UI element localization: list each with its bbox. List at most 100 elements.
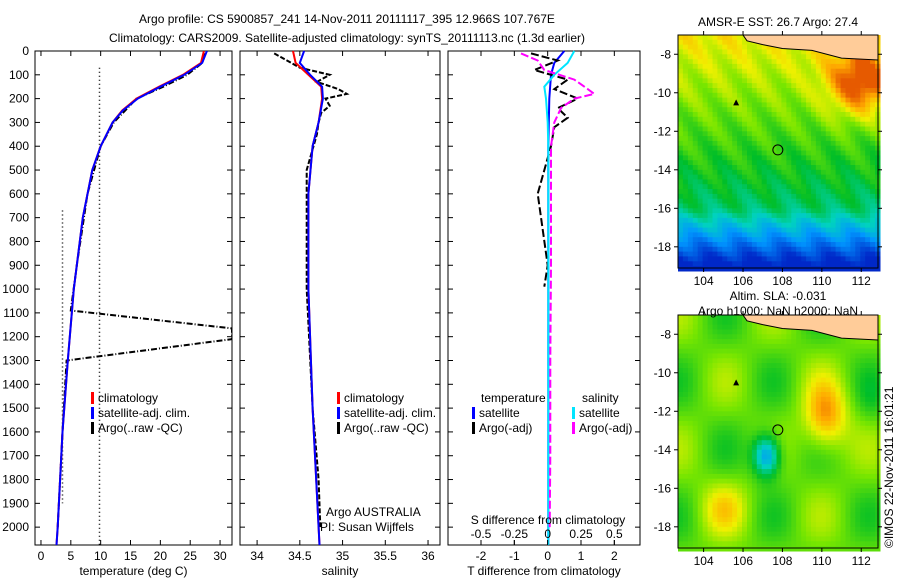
map-cell: [806, 131, 812, 137]
map-cell: [815, 440, 822, 446]
map-cell: [825, 107, 832, 113]
map-cell: [806, 184, 812, 190]
map-cell: [811, 217, 817, 224]
map-cell: [761, 193, 768, 200]
map-cell: [825, 73, 832, 79]
map-cell: [678, 478, 684, 485]
x-tick-label: 104: [694, 274, 714, 288]
map-cell: [796, 406, 802, 412]
map-cell: [806, 256, 812, 262]
map-cell: [771, 102, 778, 108]
map-cell: [707, 488, 714, 494]
map-cell: [687, 392, 694, 398]
map-cell: [742, 237, 748, 243]
map-cell: [756, 116, 763, 123]
map-cell: [801, 387, 807, 393]
map-cell: [796, 78, 802, 84]
map-cell: [845, 169, 851, 176]
map-cell: [796, 445, 802, 451]
map-cell: [697, 63, 704, 70]
map-cell: [707, 92, 714, 99]
map-cell: [717, 469, 723, 475]
map-cell: [697, 358, 704, 364]
map-cell: [786, 363, 792, 369]
map-cell: [751, 339, 758, 345]
map-cell: [707, 49, 714, 55]
map-cell: [870, 256, 876, 262]
map-cell: [811, 155, 817, 161]
map-cell: [722, 35, 728, 41]
y-tick-label: 300: [9, 115, 29, 129]
map-cell: [702, 256, 709, 262]
map-cell: [766, 512, 773, 518]
map-cell: [830, 150, 837, 156]
map-cell: [751, 396, 758, 403]
map-cell: [806, 83, 812, 89]
map-cell: [825, 372, 832, 379]
map-cell: [761, 169, 768, 176]
map-cell: [702, 536, 709, 542]
map-cell: [737, 227, 743, 233]
map-cell: [687, 126, 694, 132]
map-cell: [830, 401, 837, 408]
map-cell: [678, 464, 684, 470]
map-cell: [815, 155, 822, 161]
map-cell: [791, 49, 797, 55]
map-cell: [697, 343, 704, 350]
map-cell: [756, 507, 763, 513]
map-cell: [811, 208, 817, 214]
map-cell: [682, 348, 689, 355]
map-cell: [707, 246, 714, 253]
map-cell: [771, 420, 778, 427]
map-cell: [682, 208, 689, 214]
map-cell: [702, 440, 709, 446]
map-cell: [727, 372, 733, 379]
map-cell: [687, 411, 694, 417]
map-cell: [845, 411, 851, 417]
map-cell: [815, 406, 822, 412]
map-cell: [820, 526, 827, 533]
map-cell: [860, 541, 866, 547]
map-cell: [756, 112, 763, 118]
map-cell: [727, 63, 733, 70]
map-cell: [742, 213, 748, 219]
map-cell: [840, 440, 847, 446]
map-cell: [845, 59, 851, 65]
map-cell: [845, 237, 851, 243]
map-cell: [830, 251, 837, 257]
map-cell: [811, 131, 817, 137]
map-cell: [860, 440, 866, 446]
map-cell: [687, 319, 694, 326]
x2-tick-label: -0.5: [471, 527, 492, 541]
map-cell: [766, 140, 773, 147]
map-cell: [806, 232, 812, 238]
map-cell: [860, 246, 866, 253]
map-cell: [756, 363, 763, 369]
map-cell: [870, 507, 876, 513]
map-cell: [766, 526, 773, 533]
map-cell: [786, 464, 792, 470]
map-cell: [732, 478, 738, 485]
temperature-panel: 0 5 10 15 20 25 300100200300400500600700800900…: [2, 44, 233, 578]
map-cell: [756, 541, 763, 547]
map-cell: [751, 136, 758, 142]
map-cell: [845, 473, 851, 480]
map-cell: [860, 131, 866, 137]
map-cell: [830, 59, 837, 65]
map-cell: [801, 493, 807, 499]
map-cell: [771, 473, 778, 480]
map-cell: [865, 131, 871, 137]
map-cell: [840, 155, 847, 161]
map-cell: [815, 169, 822, 176]
map-cell: [801, 353, 807, 359]
map-cell: [830, 92, 837, 99]
map-cell: [692, 319, 699, 326]
map-cell: [835, 387, 842, 393]
map-cell: [786, 536, 792, 542]
map-cell: [702, 44, 709, 50]
map-cell: [747, 478, 753, 485]
map-cell: [776, 208, 782, 214]
map-cell: [707, 227, 714, 233]
map-cell: [811, 464, 817, 470]
map-cell: [687, 396, 694, 403]
